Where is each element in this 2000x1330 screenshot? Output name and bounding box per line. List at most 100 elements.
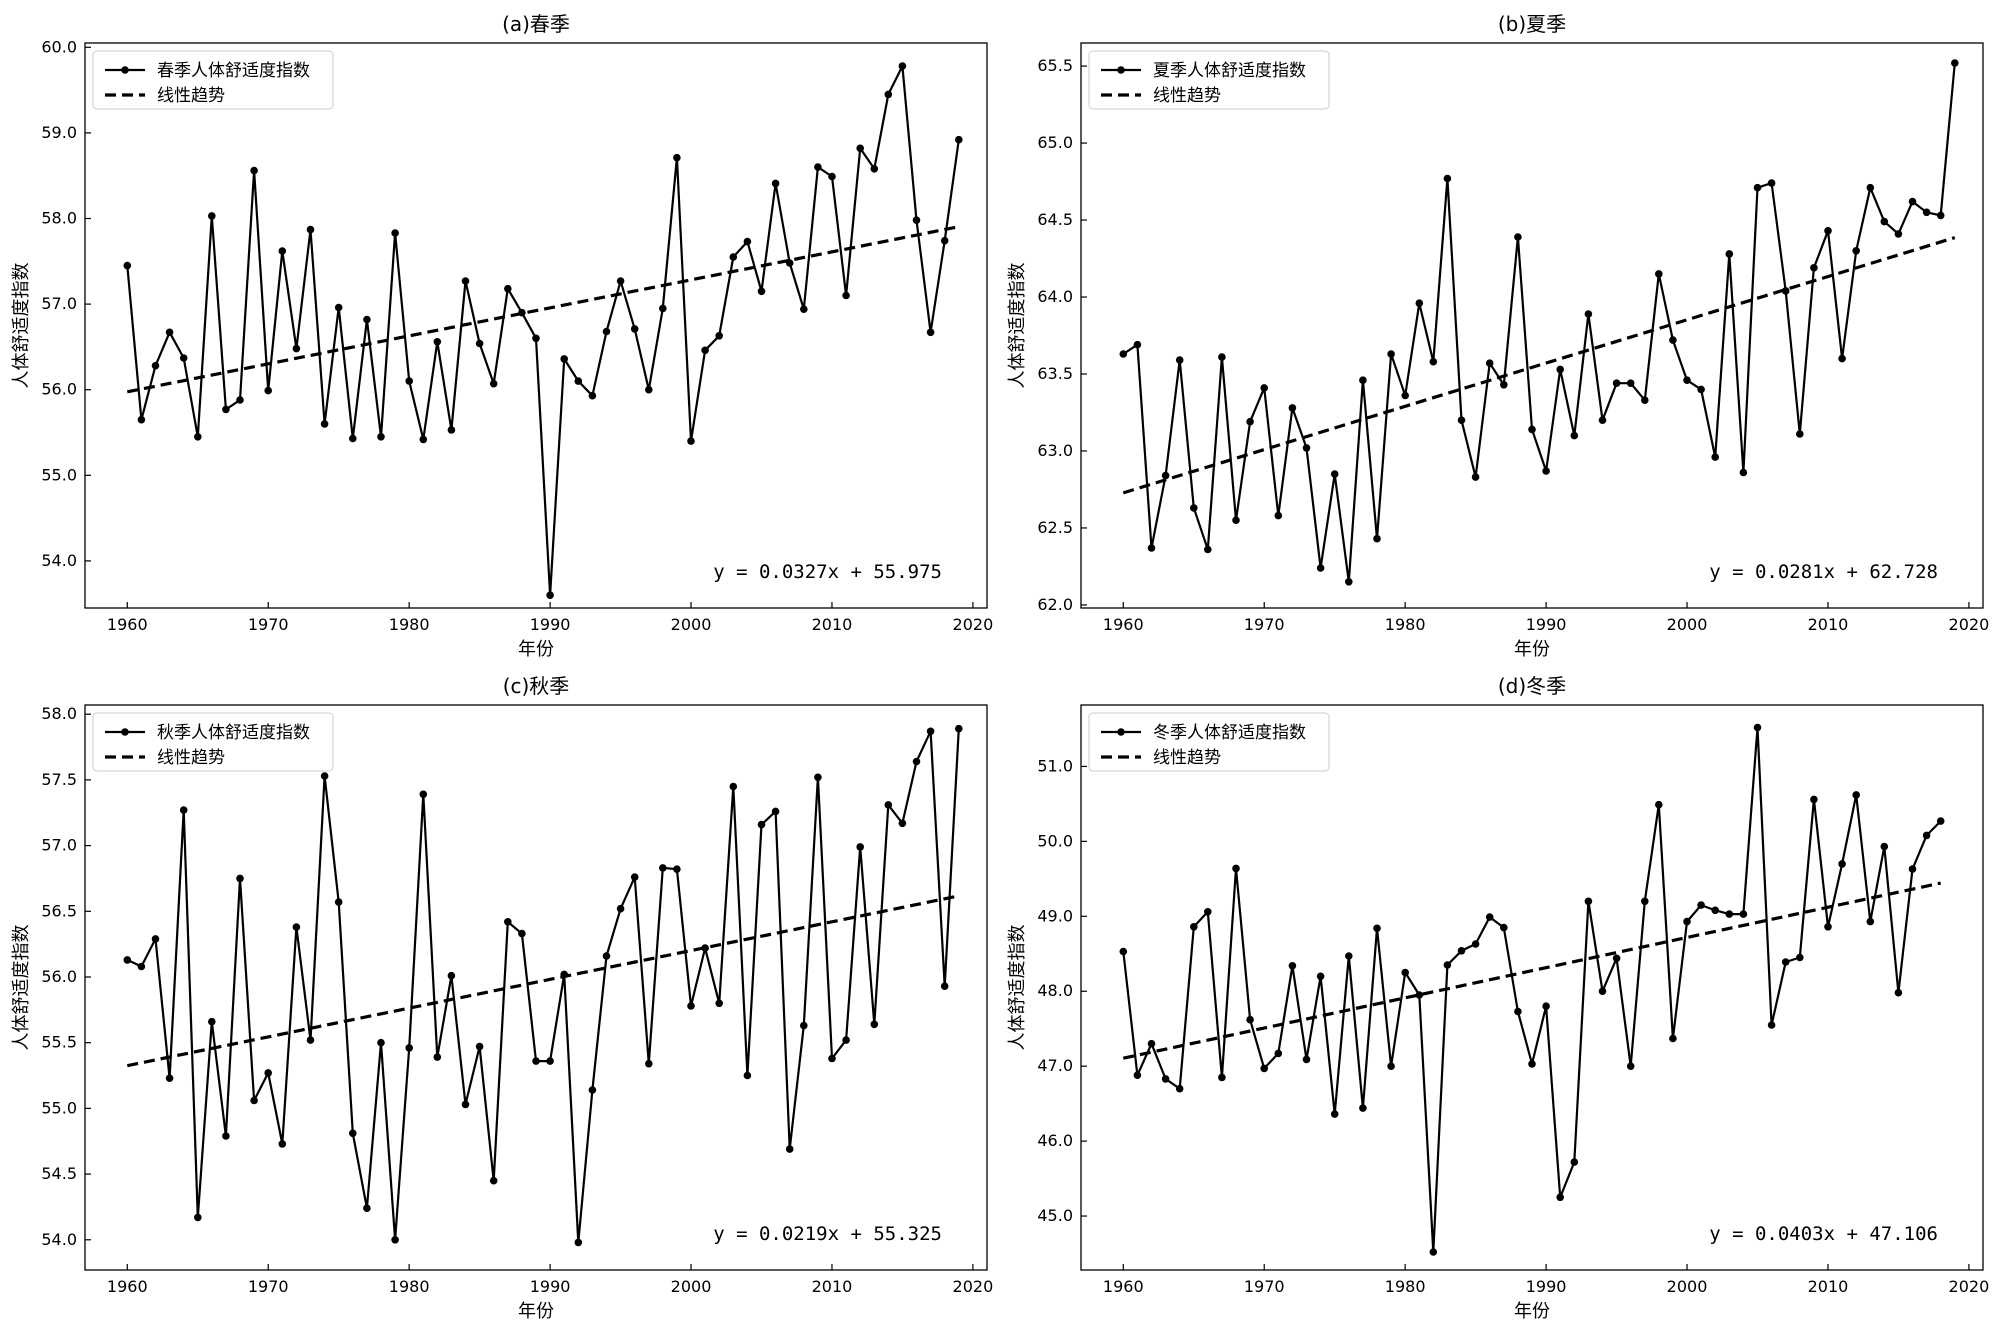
data-point — [1922, 831, 1931, 840]
data-point — [1528, 1060, 1536, 1068]
chart-title: (d)冬季 — [1498, 674, 1566, 698]
data-point — [1655, 800, 1663, 809]
data-point — [560, 970, 568, 979]
y-tick-label: 54.5 — [41, 1164, 77, 1183]
data-point — [757, 820, 766, 829]
data-point — [940, 236, 949, 245]
data-point — [1570, 431, 1579, 440]
x-tick-label: 1980 — [389, 615, 430, 634]
data-point — [292, 344, 301, 353]
data-point — [419, 435, 428, 444]
axes-frame — [1080, 42, 1984, 609]
data-point — [1485, 913, 1494, 921]
data-point — [1359, 376, 1367, 385]
y-tick-label: 54.0 — [41, 1230, 77, 1249]
data-point — [898, 819, 907, 828]
data-point — [1330, 1110, 1339, 1118]
data-point — [1612, 379, 1621, 388]
x-tick-label: 1960 — [1103, 615, 1144, 634]
data-point — [1936, 211, 1945, 220]
data-point — [884, 801, 893, 809]
x-tick-label: 2020 — [953, 1277, 994, 1296]
data-point — [884, 90, 893, 99]
data-point — [278, 1140, 287, 1148]
y-tick-label: 62.0 — [1037, 595, 1073, 614]
data-point — [405, 377, 414, 385]
data-point — [870, 1020, 879, 1029]
data-point — [1500, 381, 1508, 389]
data-point — [1161, 1075, 1170, 1083]
trend-line — [1122, 881, 1942, 1060]
x-tick-label: 1970 — [248, 1277, 289, 1296]
data-point — [1641, 396, 1649, 405]
data-point — [1922, 208, 1931, 217]
x-tick-label: 2010 — [1808, 1277, 1849, 1296]
data-point — [898, 62, 907, 70]
data-point — [1274, 1049, 1283, 1058]
data-point — [489, 1176, 498, 1185]
data-point — [222, 405, 230, 414]
data-point — [1908, 197, 1917, 206]
x-tick-label: 2010 — [812, 615, 853, 634]
data-point — [489, 379, 498, 388]
data-point — [729, 782, 738, 791]
data-point — [1852, 247, 1860, 255]
data-point — [165, 1074, 174, 1082]
data-point — [771, 179, 780, 188]
data-point — [1824, 227, 1832, 235]
data-point — [1302, 444, 1311, 452]
data-point — [771, 807, 780, 816]
legend-box — [92, 50, 334, 110]
data-point — [1542, 1002, 1550, 1010]
data-point — [1161, 471, 1170, 480]
data-point — [151, 361, 160, 370]
trend-equation: y = 0.0403x + 47.106 — [1709, 1223, 1938, 1245]
data-point — [912, 216, 921, 224]
axes-frame — [84, 42, 988, 609]
data-point — [123, 261, 132, 270]
data-point — [250, 1096, 258, 1105]
chart-panel-1: (a)春季 1960 1970 1980 1990 2000 2010 2020 54.0 55.… — [11, 12, 993, 660]
data-point — [1175, 1084, 1184, 1093]
x-tick-label: 1970 — [1244, 615, 1285, 634]
data-point — [1246, 417, 1254, 426]
data-point — [1556, 1193, 1564, 1202]
y-tick-label: 64.5 — [1037, 210, 1073, 229]
data-point — [1218, 353, 1226, 361]
data-point — [363, 315, 371, 324]
data-point — [292, 923, 301, 931]
data-point — [1260, 1064, 1268, 1073]
data-point — [1866, 917, 1875, 926]
trend-equation: y = 0.0281x + 62.728 — [1709, 561, 1938, 583]
trend-line — [1122, 236, 1956, 495]
data-point — [926, 328, 935, 337]
data-point — [574, 377, 583, 385]
chart-title: (b)夏季 — [1498, 12, 1566, 36]
data-point — [1936, 817, 1945, 825]
y-tick-label: 62.5 — [1037, 518, 1073, 537]
x-tick-label: 1970 — [248, 615, 289, 634]
y-tick-label: 55.0 — [41, 1098, 77, 1117]
data-point — [1387, 1062, 1395, 1070]
axes-frame — [1080, 704, 1984, 1271]
data-point — [546, 1057, 554, 1065]
data-point — [757, 287, 766, 296]
data-point — [334, 898, 343, 906]
data-point — [264, 1069, 273, 1077]
y-tick-label: 50.0 — [1037, 831, 1073, 850]
legend-trend-label: 线性趋势 — [1153, 86, 1221, 106]
trend-equation: y = 0.0327x + 55.975 — [713, 561, 942, 583]
y-tick-label: 48.0 — [1037, 981, 1073, 1000]
data-point — [461, 277, 470, 285]
x-tick-label: 1990 — [1526, 1277, 1567, 1296]
data-point — [236, 874, 244, 883]
data-point — [743, 237, 752, 246]
y-axis-label: 人体舒适度指数 — [11, 925, 32, 1051]
data-point — [447, 426, 456, 434]
data-point — [602, 327, 611, 336]
x-tick-label: 2020 — [1949, 1277, 1990, 1296]
data-point — [842, 1036, 850, 1044]
data-point — [363, 1204, 371, 1212]
data-point — [785, 1145, 794, 1153]
